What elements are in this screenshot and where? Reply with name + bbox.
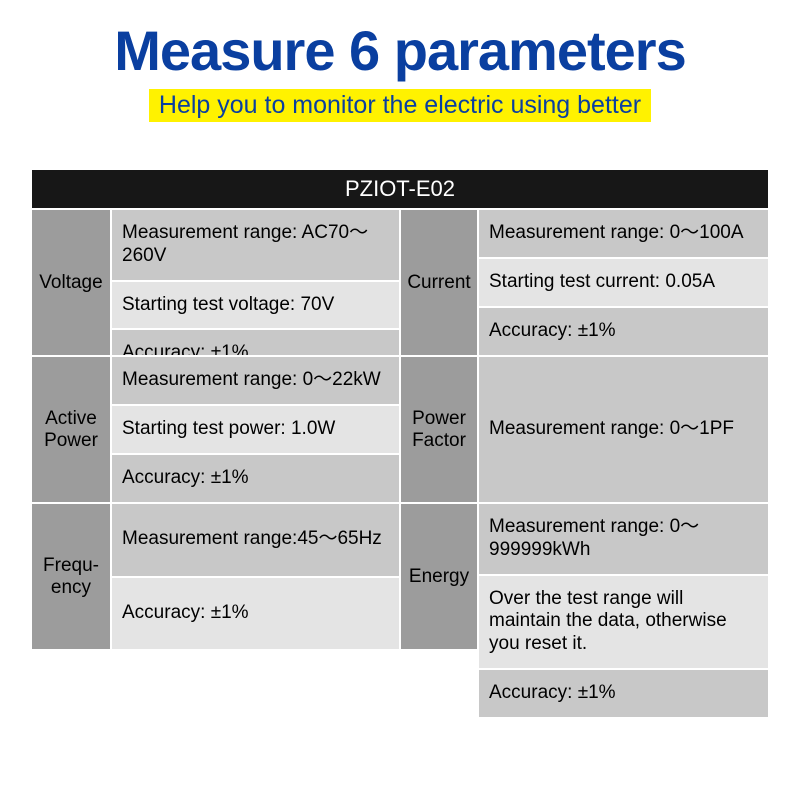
param-label: Energy bbox=[401, 502, 479, 649]
spec-row: Accuracy: ±1% bbox=[479, 668, 768, 717]
param-label: Active Power bbox=[32, 355, 112, 502]
param-rows: Measurement range:45～65HzAccuracy: ±1% bbox=[112, 502, 401, 649]
spec-row: Measurement range:45～65Hz bbox=[112, 502, 399, 576]
subheadline: Help you to monitor the electric using b… bbox=[149, 89, 651, 122]
spec-row: Accuracy: ±1% bbox=[112, 453, 399, 502]
spec-row: Accuracy: ±1% bbox=[112, 576, 399, 650]
spec-row: Measurement range: AC70～260V bbox=[112, 208, 399, 280]
spec-row: Starting test power: 1.0W bbox=[112, 404, 399, 453]
param-label: Voltage bbox=[32, 208, 112, 355]
spec-row: Measurement range: 0～100A bbox=[479, 208, 768, 257]
param-label: Frequ-ency bbox=[32, 502, 112, 649]
param-rows: Measurement range: 0～22kWStarting test p… bbox=[112, 355, 401, 502]
spec-table: PZIOT-E02 VoltageMeasurement range: AC70… bbox=[30, 168, 770, 651]
spec-row: Over the test range will maintain the da… bbox=[479, 574, 768, 668]
param-label: Current bbox=[401, 208, 479, 355]
table-title: PZIOT-E02 bbox=[32, 170, 768, 208]
param-rows: Measurement range: 0～999999kWhOver the t… bbox=[479, 502, 768, 649]
spec-row: Accuracy: ±1% bbox=[479, 306, 768, 355]
param-rows: Measurement range: 0～100AStarting test c… bbox=[479, 208, 768, 355]
spec-row: Starting test current: 0.05A bbox=[479, 257, 768, 306]
param-rows: Measurement range: 0～1PF bbox=[479, 355, 768, 502]
spec-row: Starting test voltage: 70V bbox=[112, 280, 399, 329]
param-label: Power Factor bbox=[401, 355, 479, 502]
spec-row: Measurement range: 0～22kW bbox=[112, 355, 399, 404]
spec-row: Measurement range: 0～1PF bbox=[479, 355, 768, 502]
headline: Measure 6 parameters bbox=[0, 0, 800, 83]
spec-row: Measurement range: 0～999999kWh bbox=[479, 502, 768, 574]
param-rows: Measurement range: AC70～260VStarting tes… bbox=[112, 208, 401, 355]
